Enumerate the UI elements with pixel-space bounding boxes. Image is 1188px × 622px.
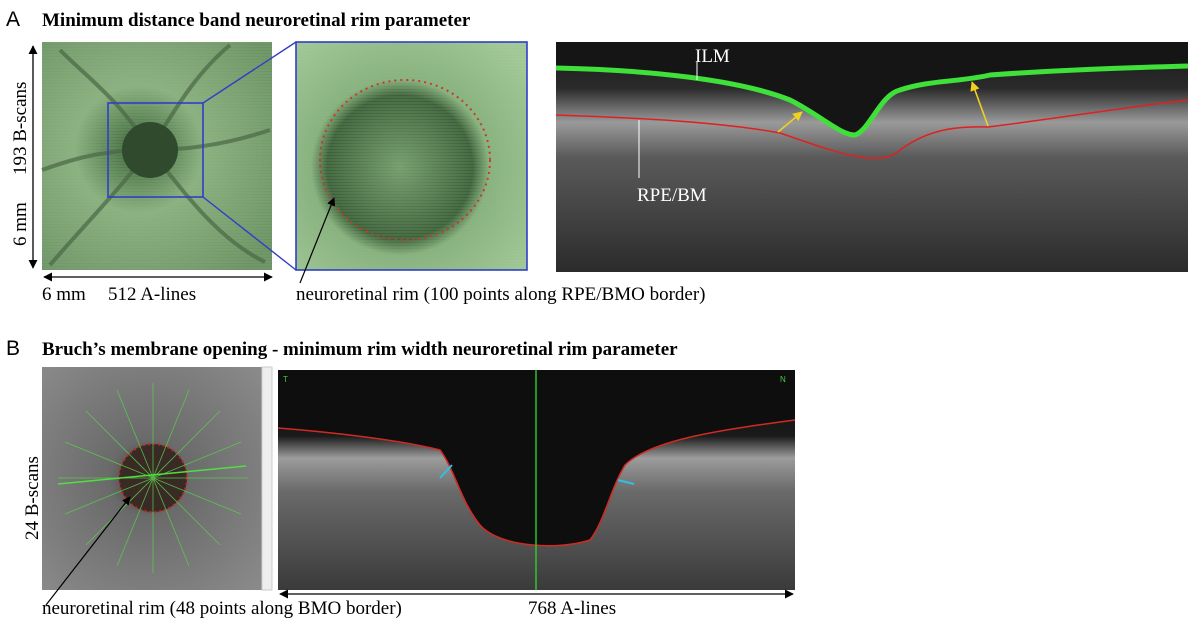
annotation: neuroretinal rim (48 points along BMO bo… (42, 598, 402, 619)
panel-letter: B (6, 337, 20, 360)
scan-label: N (780, 375, 786, 384)
fundus-image (42, 367, 272, 590)
oct-scan (278, 370, 795, 590)
panel-title: Bruch’s membrane opening - minimum rim w… (42, 339, 678, 360)
axis-label: 6 mm (10, 202, 31, 246)
annotation: neuroretinal rim (100 points along RPE/B… (296, 284, 706, 305)
axis-label: 193 B-scans (10, 82, 31, 175)
axis-label: 24 B-scans (22, 456, 43, 540)
axis-label: 6 mm (42, 284, 86, 305)
axis-label: 512 A-lines (108, 284, 196, 305)
oct-scan (556, 42, 1188, 272)
scan-label: T (283, 375, 288, 384)
zoom-image (296, 42, 527, 270)
figure: A Minimum distance band neuroretinal rim… (0, 0, 1188, 622)
fundus-image (42, 42, 272, 270)
panel-title: Minimum distance band neuroretinal rim p… (42, 10, 471, 31)
axis-label: 768 A-lines (528, 598, 616, 619)
layer-label: RPE/BM (637, 185, 707, 206)
layer-label: ILM (695, 46, 730, 67)
panel-letter: A (6, 8, 20, 31)
